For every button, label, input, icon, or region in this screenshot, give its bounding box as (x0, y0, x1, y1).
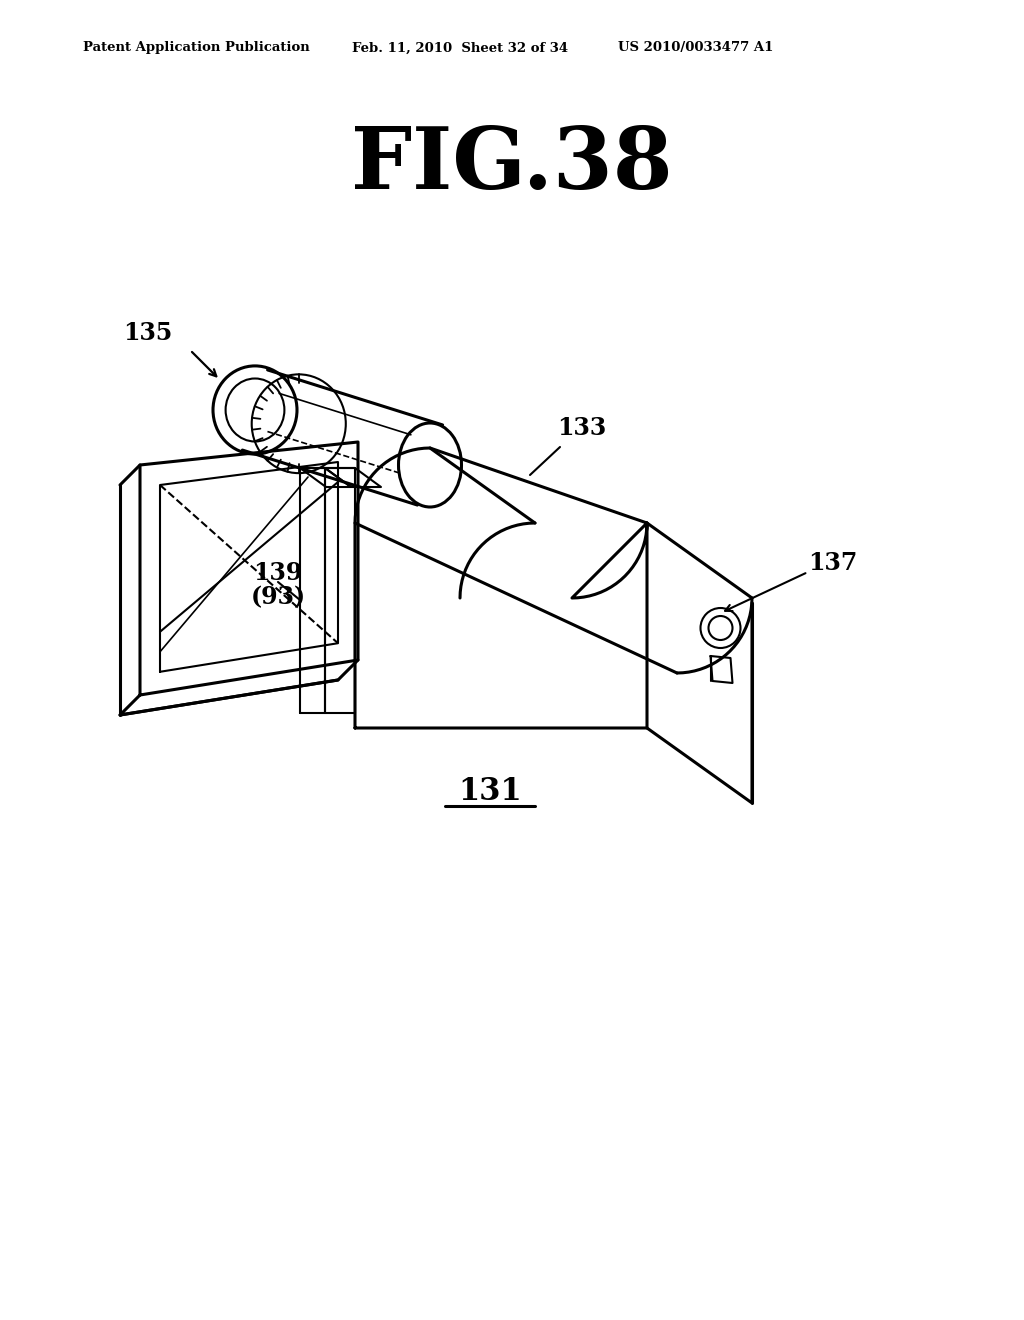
Text: 131: 131 (458, 776, 522, 808)
Text: Patent Application Publication: Patent Application Publication (83, 41, 309, 54)
Text: US 2010/0033477 A1: US 2010/0033477 A1 (618, 41, 773, 54)
Text: 135: 135 (123, 321, 173, 345)
Text: 137: 137 (808, 550, 857, 576)
Text: (93): (93) (251, 585, 305, 609)
Text: 139: 139 (253, 561, 303, 585)
Text: Feb. 11, 2010  Sheet 32 of 34: Feb. 11, 2010 Sheet 32 of 34 (352, 41, 568, 54)
Text: FIG.38: FIG.38 (351, 123, 673, 207)
Text: 133: 133 (557, 416, 606, 440)
